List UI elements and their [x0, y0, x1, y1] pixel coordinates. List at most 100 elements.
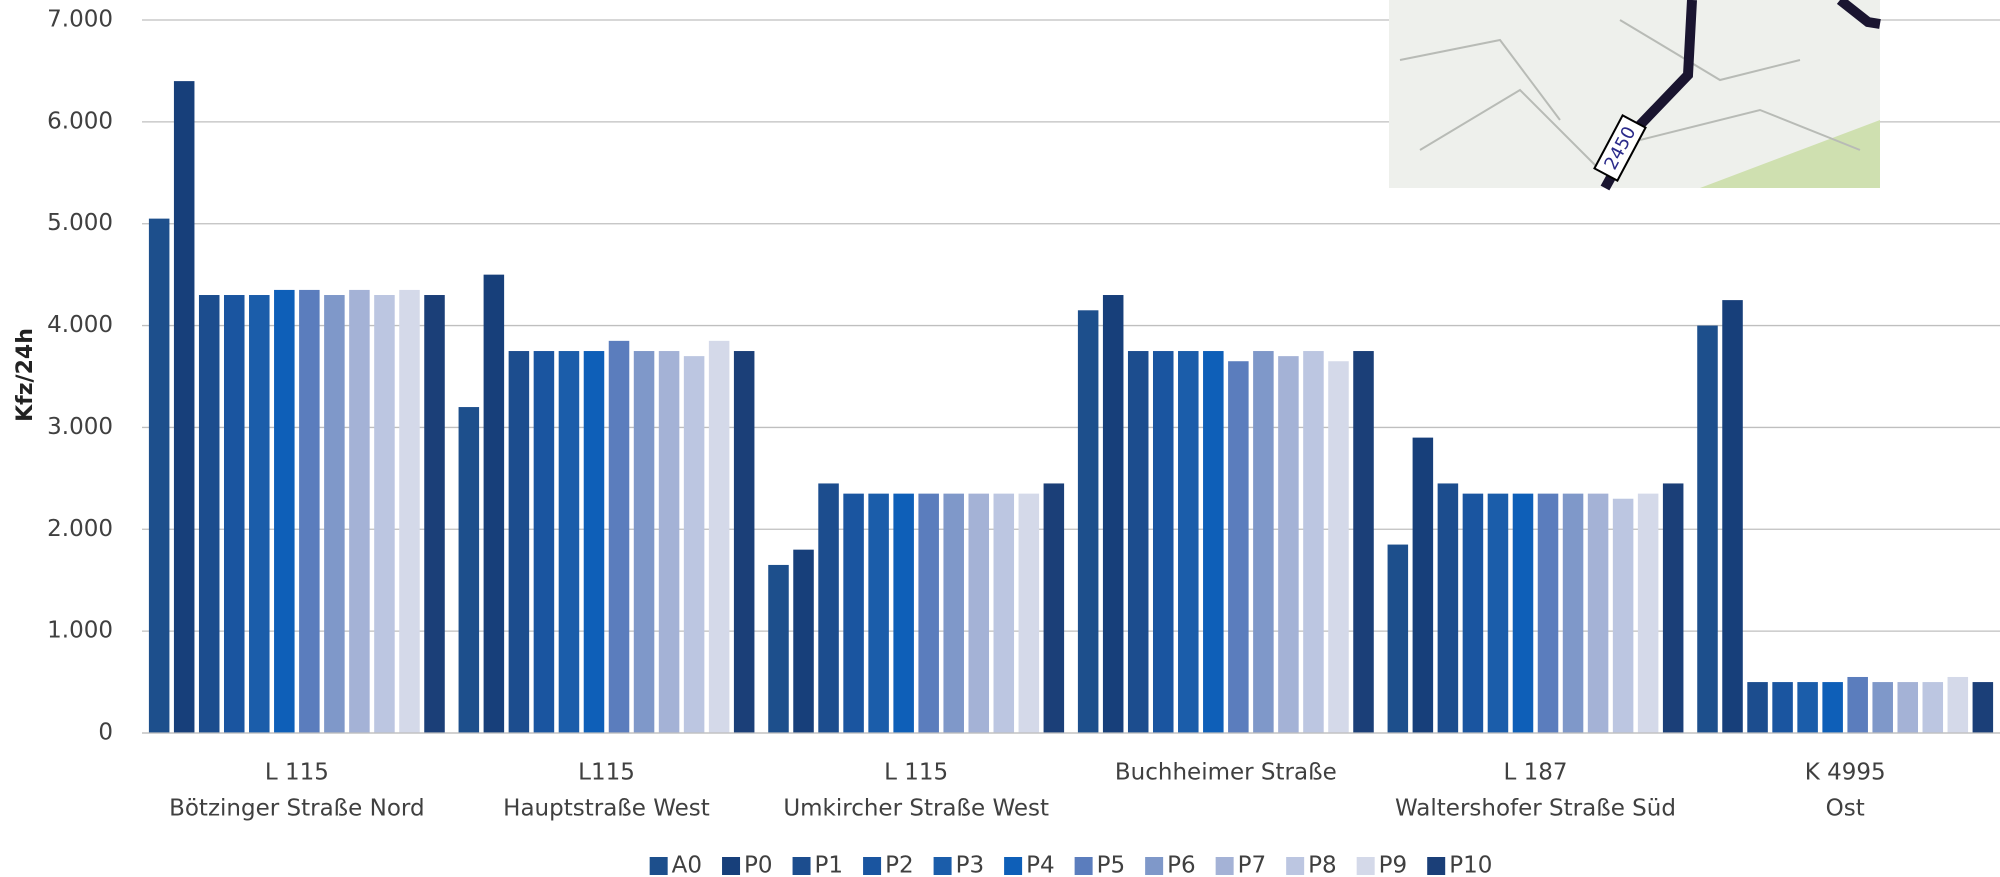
bar: [634, 351, 655, 733]
legend-swatch: [1427, 857, 1445, 875]
bar: [1203, 351, 1224, 733]
y-tick-label: 3.000: [47, 414, 113, 440]
bar: [609, 341, 630, 733]
bar: [1153, 351, 1174, 733]
y-tick-label: 0: [98, 720, 113, 746]
y-tick-label: 6.000: [47, 108, 113, 134]
bar: [174, 81, 195, 733]
bar: [149, 219, 170, 733]
bar: [199, 295, 220, 733]
bar: [424, 295, 445, 733]
bar: [684, 356, 705, 733]
legend-label: P7: [1238, 853, 1267, 877]
bar: [534, 351, 555, 733]
legend-swatch: [1286, 857, 1304, 875]
bar: [918, 494, 939, 733]
bar: [968, 494, 989, 733]
legend-swatch: [934, 857, 952, 875]
legend-label: P3: [956, 853, 985, 877]
bar: [1797, 682, 1818, 733]
bar: [509, 351, 530, 733]
bar: [324, 295, 345, 733]
legend-label: P1: [815, 853, 844, 877]
bar: [1613, 499, 1634, 733]
x-tick-label: L 115: [884, 760, 948, 786]
x-tick-label: Umkircher Straße West: [783, 796, 1049, 822]
y-tick-label: 7.000: [47, 7, 113, 33]
x-tick-label: Buchheimer Straße: [1115, 760, 1337, 786]
bar: [1638, 494, 1659, 733]
bar: [399, 290, 420, 733]
bar: [793, 550, 814, 733]
bar: [584, 351, 605, 733]
bar: [1513, 494, 1534, 733]
bar: [843, 494, 864, 733]
bar: [1328, 361, 1349, 733]
bar: [1413, 438, 1434, 733]
y-tick-label: 1.000: [47, 618, 113, 644]
legend-swatch: [722, 857, 740, 875]
bar: [659, 351, 680, 733]
y-axis-title: Kfz/24h: [13, 328, 38, 422]
bar: [1438, 483, 1459, 733]
bar: [1253, 351, 1274, 733]
x-tick-label: K 4995: [1805, 760, 1886, 786]
legend-label: P9: [1379, 853, 1408, 877]
x-tick-label: L115: [578, 760, 635, 786]
legend-swatch: [1357, 857, 1375, 875]
bar: [994, 494, 1015, 733]
bar: [1019, 494, 1040, 733]
bar: [1722, 300, 1743, 733]
bar: [734, 351, 755, 733]
bar: [1103, 295, 1124, 733]
bar: [249, 295, 270, 733]
bar: [1044, 483, 1065, 733]
bar: [1303, 351, 1324, 733]
bar: [1128, 351, 1149, 733]
y-tick-label: 2.000: [47, 516, 113, 542]
map-inset: 2450: [1389, 0, 1880, 188]
legend-swatch: [793, 857, 811, 875]
bar: [893, 494, 914, 733]
bar: [1588, 494, 1609, 733]
bar: [1228, 361, 1249, 733]
bar: [484, 275, 505, 733]
bar: [459, 407, 480, 733]
legend-swatch: [1216, 857, 1234, 875]
bar: [1538, 494, 1559, 733]
legend-swatch: [650, 857, 668, 875]
legend-label: P6: [1167, 853, 1196, 877]
bar: [1897, 682, 1918, 733]
legend-swatch: [1004, 857, 1022, 875]
bar: [1278, 356, 1299, 733]
bar: [943, 494, 964, 733]
x-tick-label: L 187: [1503, 760, 1567, 786]
bar: [768, 565, 789, 733]
bar: [1463, 494, 1484, 733]
bar: [1872, 682, 1893, 733]
legend-swatch: [1145, 857, 1163, 875]
bar: [1353, 351, 1374, 733]
bar: [559, 351, 580, 733]
y-tick-label: 5.000: [47, 210, 113, 236]
bar: [1663, 483, 1684, 733]
y-tick-label: 4.000: [47, 312, 113, 338]
legend-label: P2: [885, 853, 914, 877]
bar: [274, 290, 295, 733]
legend-label: P4: [1026, 853, 1055, 877]
bar: [1772, 682, 1793, 733]
bar: [224, 295, 245, 733]
x-tick-label: Waltershofer Straße Süd: [1395, 796, 1676, 822]
bar: [1488, 494, 1509, 733]
bar: [374, 295, 395, 733]
legend-label: P5: [1097, 853, 1126, 877]
bar: [1948, 677, 1969, 733]
legend-swatch: [1075, 857, 1093, 875]
bar: [1078, 310, 1099, 733]
bar: [1697, 326, 1718, 733]
x-tick-label: Hauptstraße West: [503, 796, 710, 822]
bar: [1388, 545, 1409, 733]
legend-label: A0: [672, 853, 702, 877]
x-tick-label: Bötzinger Straße Nord: [169, 796, 424, 822]
